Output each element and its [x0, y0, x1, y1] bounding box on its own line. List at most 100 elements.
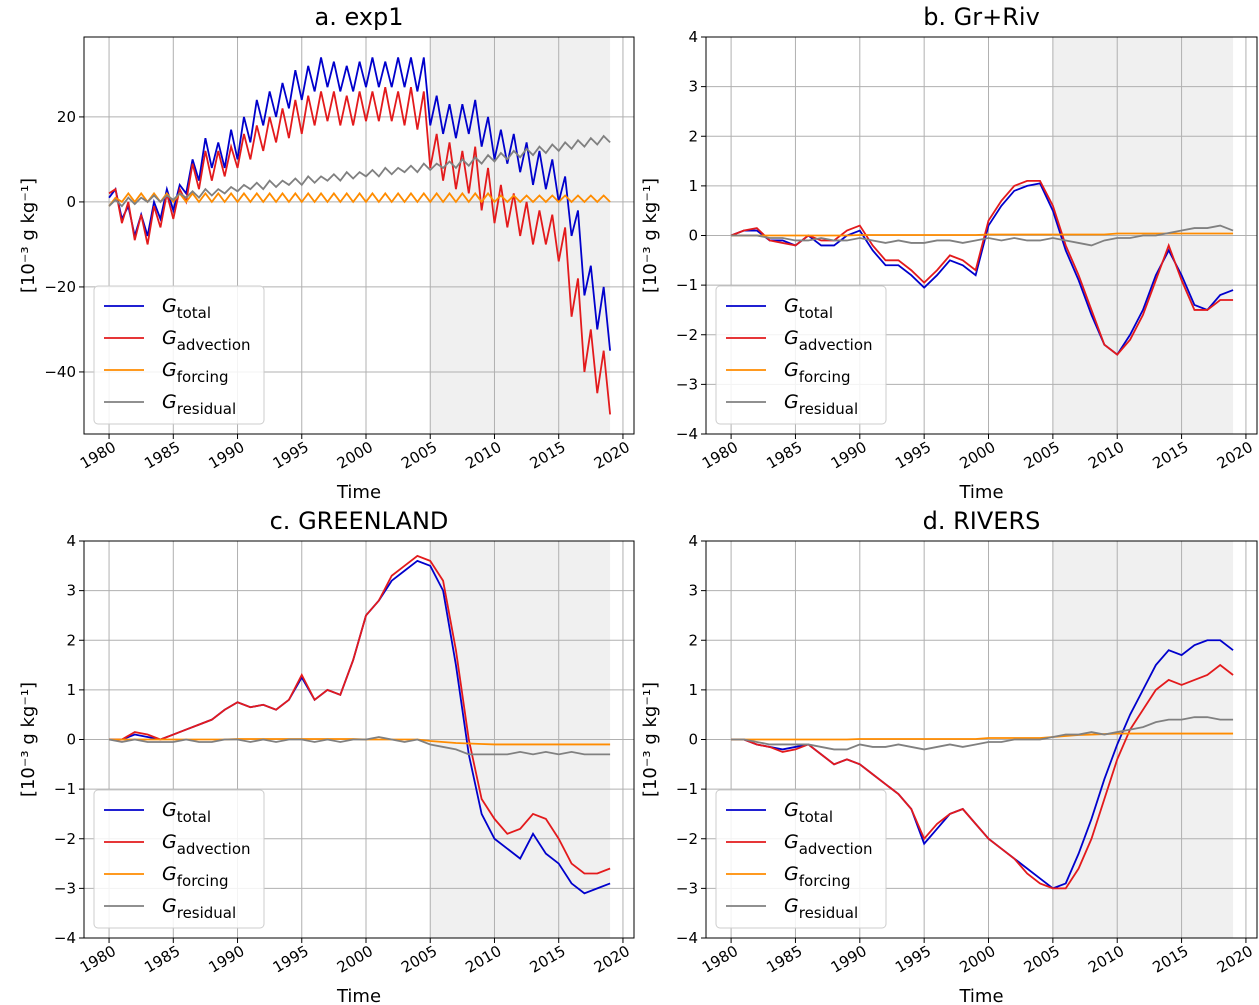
y-tick-label: −1: [676, 276, 698, 294]
x-tick-label: 1980: [77, 942, 119, 977]
panel-title: c. GREENLAND: [270, 507, 449, 535]
legend-symbol: G: [162, 863, 177, 885]
x-tick-label: 1980: [699, 942, 741, 977]
panel: a. exp1 Time [10⁻³ g kg⁻¹] 1980 1985 1990 1995…: [18, 3, 635, 503]
axes-frame: [83, 540, 635, 939]
x-tick-label: 1980: [77, 438, 119, 473]
legend-box: [93, 285, 265, 425]
x-tick-label: 2015: [1150, 942, 1192, 977]
y-tick-label: 3: [688, 78, 698, 96]
legend-entry: Gresidual: [784, 895, 858, 922]
y-tick-label: −4: [676, 929, 698, 947]
legend-label: total: [799, 808, 833, 826]
legend-label: advection: [799, 336, 873, 354]
panel-title: d. RIVERS: [923, 507, 1041, 535]
x-tick-label: 2005: [398, 438, 440, 473]
legend-label: total: [177, 304, 211, 322]
y-axis-label: [10⁻³ g kg⁻¹]: [640, 178, 661, 293]
y-tick-label: −2: [676, 830, 698, 848]
x-tick-label: 2005: [1021, 438, 1063, 473]
x-tick-label: 2010: [462, 942, 504, 977]
y-tick-label: 20: [57, 108, 76, 126]
legend-entry: Gresidual: [162, 391, 236, 418]
y-tick-label: 3: [688, 582, 698, 600]
series-line: [731, 663, 1234, 890]
legend-label: forcing: [799, 368, 851, 386]
legend-label: forcing: [799, 872, 851, 890]
x-tick-label: 2000: [956, 438, 998, 473]
legend-label: residual: [177, 400, 236, 418]
series-line: [108, 134, 611, 208]
y-tick-label: −4: [54, 929, 76, 947]
legend-symbol: G: [784, 831, 799, 853]
x-tick-label: 2005: [1021, 942, 1063, 977]
legend-entry: Gadvection: [162, 327, 251, 354]
legend-label: advection: [177, 840, 251, 858]
x-tick-label: 2020: [1214, 438, 1256, 473]
legend-symbol: G: [162, 799, 177, 821]
legend-entry: Gresidual: [784, 391, 858, 418]
legend-symbol: G: [784, 295, 799, 317]
x-tick-label: 2000: [956, 942, 998, 977]
legend-entry: Gtotal: [784, 799, 833, 826]
legend-label: advection: [799, 840, 873, 858]
x-tick-label: 2020: [1214, 942, 1256, 977]
x-axis-label: Time: [336, 482, 381, 503]
legend-label: residual: [799, 400, 858, 418]
x-tick-label: 1980: [699, 438, 741, 473]
legend-label: residual: [177, 904, 236, 922]
series-line: [108, 736, 611, 756]
series-line: [731, 716, 1234, 751]
panel-title: b. Gr+Riv: [923, 3, 1040, 31]
x-tick-label: 2010: [1085, 942, 1127, 977]
y-tick-label: −3: [676, 375, 698, 393]
x-tick-label: 1985: [763, 438, 805, 473]
y-tick-label: 1: [688, 177, 698, 195]
x-tick-label: 2015: [527, 438, 569, 473]
panel: c. GREENLAND Time [10⁻³ g kg⁻¹] 1980 1985 199…: [18, 507, 635, 1005]
y-axis-label: [10⁻³ g kg⁻¹]: [18, 682, 39, 797]
x-tick-label: 2020: [591, 942, 633, 977]
y-tick-label: −3: [676, 879, 698, 897]
y-tick-label: 1: [688, 681, 698, 699]
y-tick-label: 3: [66, 582, 76, 600]
y-axis-label: [10⁻³ g kg⁻¹]: [18, 178, 39, 293]
y-tick-label: 2: [66, 631, 76, 649]
y-tick-label: −40: [44, 363, 76, 381]
legend-entry: Gresidual: [162, 895, 236, 922]
x-tick-label: 2015: [527, 942, 569, 977]
series-line: [108, 86, 611, 415]
y-tick-label: −2: [676, 326, 698, 344]
x-tick-label: 2010: [462, 438, 504, 473]
legend-entry: Gtotal: [784, 295, 833, 322]
y-tick-label: −20: [44, 278, 76, 296]
panel: d. RIVERS Time [10⁻³ g kg⁻¹] 1980 1985 1990 19…: [640, 507, 1258, 1005]
x-tick-label: 2000: [334, 942, 376, 977]
x-tick-label: 2015: [1150, 438, 1192, 473]
legend-entry: Gtotal: [162, 295, 211, 322]
x-tick-label: 1990: [828, 942, 870, 977]
y-tick-label: 0: [688, 731, 698, 749]
y-axis-label: [10⁻³ g kg⁻¹]: [640, 682, 661, 797]
y-tick-label: 4: [66, 532, 76, 550]
y-tick-label: 2: [688, 127, 698, 145]
legend-symbol: G: [784, 799, 799, 821]
legend-label: total: [799, 304, 833, 322]
y-tick-label: 0: [688, 227, 698, 245]
x-tick-label: 2020: [591, 438, 633, 473]
legend-entry: Gadvection: [784, 831, 873, 858]
x-tick-label: 1990: [205, 438, 247, 473]
y-tick-label: 4: [688, 532, 698, 550]
series-line: [731, 232, 1234, 237]
x-tick-label: 2010: [1085, 438, 1127, 473]
y-tick-label: −4: [676, 425, 698, 443]
x-tick-label: 1995: [270, 942, 312, 977]
y-tick-label: 2: [688, 631, 698, 649]
legend-box: [93, 789, 265, 929]
y-tick-label: −1: [676, 780, 698, 798]
legend-symbol: G: [784, 863, 799, 885]
series-line: [108, 191, 611, 207]
legend-entry: Gadvection: [784, 327, 873, 354]
